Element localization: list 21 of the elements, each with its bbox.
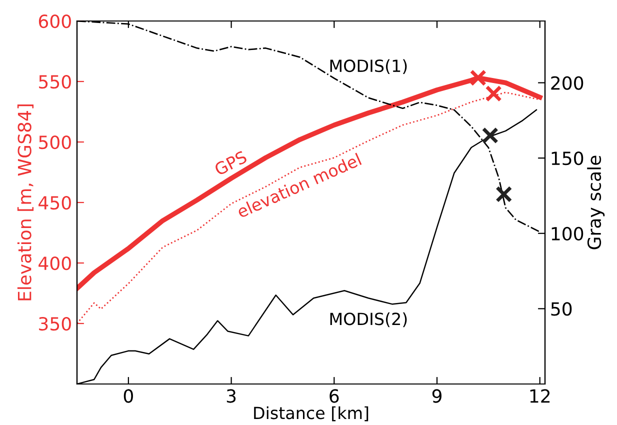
- y-tick-label: 400: [38, 256, 71, 270]
- y2-tick-label: 150: [552, 152, 584, 166]
- x-tick-label: 0: [124, 389, 133, 403]
- y2-tick-label: 200: [551, 76, 584, 90]
- series-label: MODIS(1): [330, 59, 407, 74]
- y-axis-title: Elevation [m, WGS84]: [17, 104, 34, 300]
- x-tick-label: 3: [226, 389, 236, 403]
- text: GPS: [214, 150, 248, 176]
- x-tick-label: 9: [432, 389, 442, 403]
- y2-axis-title: Gray scale: [587, 156, 605, 250]
- y2-tick-label: 50: [551, 302, 572, 316]
- series-label: MODIS(2): [330, 312, 407, 328]
- y-tick-label: 450: [38, 196, 71, 210]
- y-tick-label: 600: [38, 14, 71, 28]
- y2-tick-label: 100: [552, 226, 584, 240]
- y-tick-label: 350: [39, 316, 71, 331]
- y-tick-label: 500: [39, 135, 71, 150]
- x-axis-title: Distance [km]: [254, 406, 368, 422]
- x-tick-label: 12: [530, 389, 550, 403]
- y-tick-label: 550: [39, 74, 71, 89]
- x-tick-label: 6: [330, 389, 339, 403]
